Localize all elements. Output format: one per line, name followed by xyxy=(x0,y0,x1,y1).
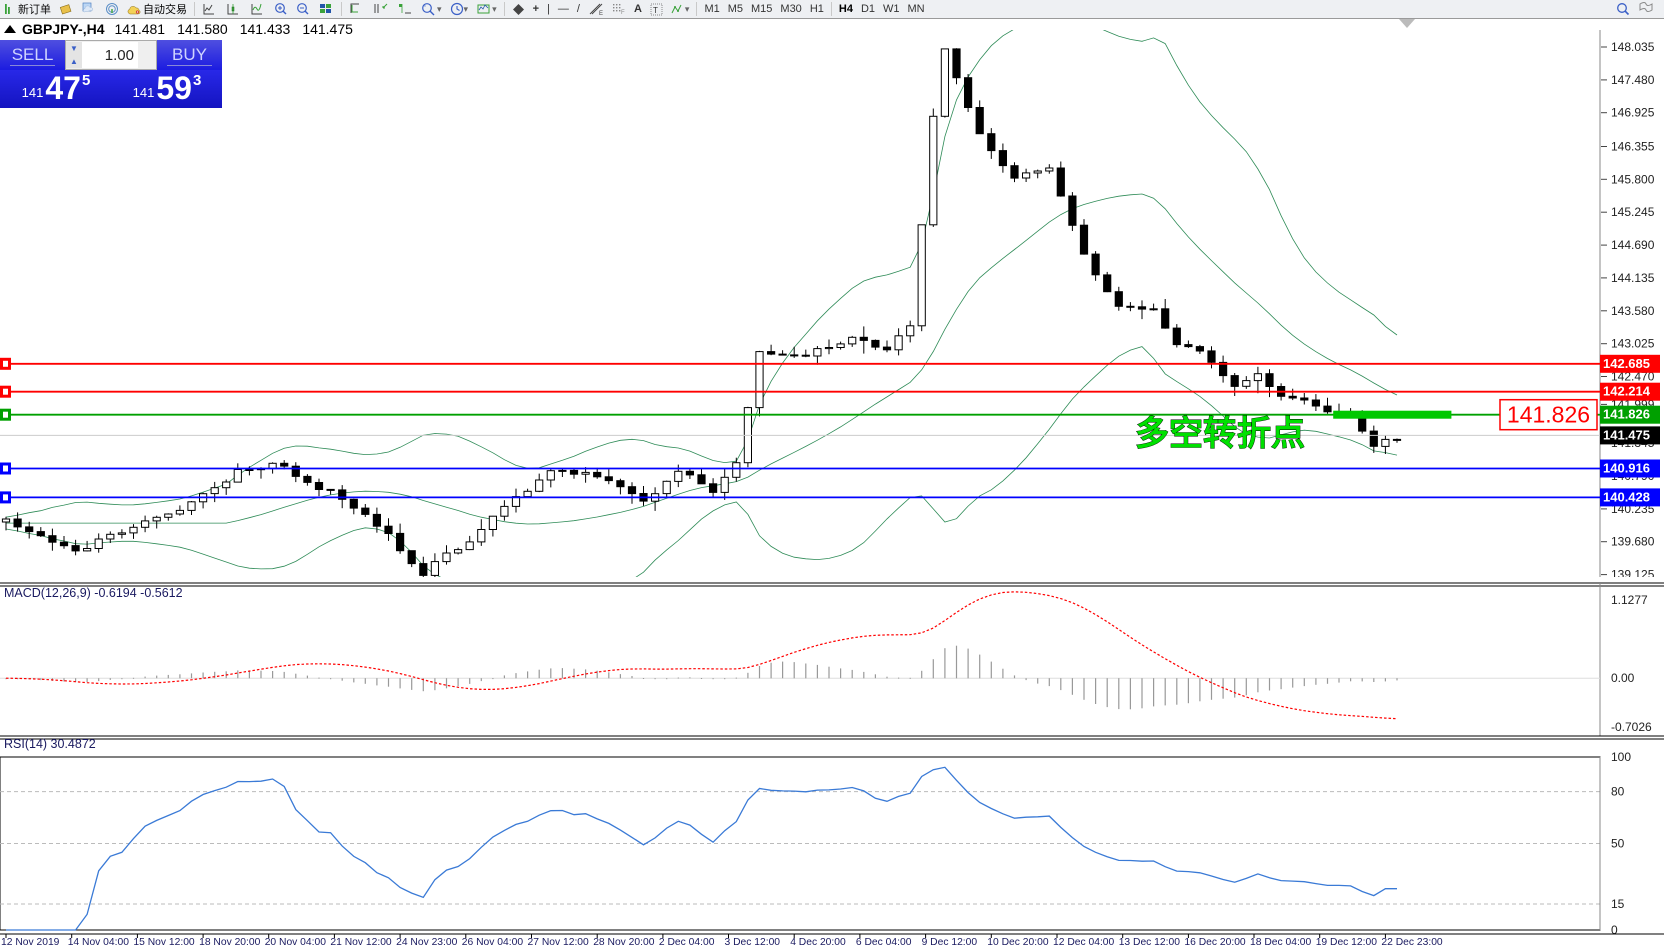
svg-text:145.245: 145.245 xyxy=(1611,205,1655,219)
svg-text:148.035: 148.035 xyxy=(1611,40,1655,54)
svg-text:0.00: 0.00 xyxy=(1611,671,1635,685)
svg-text:143.025: 143.025 xyxy=(1611,337,1655,351)
svg-text:22 Dec 23:00: 22 Dec 23:00 xyxy=(1381,937,1443,947)
svg-text:10 Dec 20:00: 10 Dec 20:00 xyxy=(987,937,1049,947)
svg-text:6 Dec 04:00: 6 Dec 04:00 xyxy=(856,937,912,947)
svg-text:144.690: 144.690 xyxy=(1611,238,1655,252)
svg-text:18 Dec 04:00: 18 Dec 04:00 xyxy=(1250,937,1312,947)
svg-text:80: 80 xyxy=(1611,785,1625,799)
svg-text:28 Nov 20:00: 28 Nov 20:00 xyxy=(593,937,655,947)
svg-text:16 Dec 20:00: 16 Dec 20:00 xyxy=(1184,937,1246,947)
svg-text:140.428: 140.428 xyxy=(1603,489,1650,504)
svg-text:12 Dec 04:00: 12 Dec 04:00 xyxy=(1053,937,1115,947)
svg-text:26 Nov 04:00: 26 Nov 04:00 xyxy=(462,937,524,947)
svg-text:143.580: 143.580 xyxy=(1611,304,1655,318)
svg-text:0: 0 xyxy=(1611,923,1618,937)
svg-text:2 Dec 04:00: 2 Dec 04:00 xyxy=(659,937,715,947)
svg-text:145.800: 145.800 xyxy=(1611,172,1655,186)
svg-text:4 Dec 20:00: 4 Dec 20:00 xyxy=(790,937,846,947)
svg-text:141.826: 141.826 xyxy=(1603,407,1650,422)
svg-text:139.125: 139.125 xyxy=(1611,568,1655,582)
svg-text:MACD(12,26,9) -0.6194 -0.5612: MACD(12,26,9) -0.6194 -0.5612 xyxy=(4,586,183,600)
svg-text:146.355: 146.355 xyxy=(1611,140,1655,154)
svg-text:-0.7026: -0.7026 xyxy=(1611,720,1652,734)
svg-text:146.925: 146.925 xyxy=(1611,106,1655,120)
svg-text:24 Nov 23:00: 24 Nov 23:00 xyxy=(396,937,458,947)
svg-text:20 Nov 04:00: 20 Nov 04:00 xyxy=(265,937,327,947)
svg-text:3 Dec 12:00: 3 Dec 12:00 xyxy=(725,937,781,947)
svg-text:19 Dec 12:00: 19 Dec 12:00 xyxy=(1316,937,1378,947)
svg-text:100: 100 xyxy=(1611,750,1631,764)
svg-text:27 Nov 12:00: 27 Nov 12:00 xyxy=(528,937,590,947)
svg-text:14 Nov 04:00: 14 Nov 04:00 xyxy=(68,937,130,947)
svg-text:139.680: 139.680 xyxy=(1611,535,1655,549)
svg-text:147.480: 147.480 xyxy=(1611,73,1655,87)
svg-text:18 Nov 20:00: 18 Nov 20:00 xyxy=(199,937,261,947)
svg-text:141.475: 141.475 xyxy=(1603,427,1650,442)
svg-text:142.685: 142.685 xyxy=(1603,356,1650,371)
svg-text:140.916: 140.916 xyxy=(1603,461,1650,476)
svg-text:50: 50 xyxy=(1611,837,1625,851)
svg-text:15 Nov 12:00: 15 Nov 12:00 xyxy=(133,937,195,947)
svg-text:多空转折点: 多空转折点 xyxy=(1135,415,1305,453)
svg-text:9 Dec 12:00: 9 Dec 12:00 xyxy=(922,937,978,947)
svg-text:144.135: 144.135 xyxy=(1611,271,1655,285)
svg-text:142.214: 142.214 xyxy=(1603,384,1651,399)
svg-text:RSI(14) 30.4872: RSI(14) 30.4872 xyxy=(4,737,96,751)
svg-text:21 Nov 12:00: 21 Nov 12:00 xyxy=(330,937,392,947)
svg-text:141.826: 141.826 xyxy=(1507,402,1590,428)
svg-text:12 Nov 2019: 12 Nov 2019 xyxy=(1,937,60,947)
svg-text:13 Dec 12:00: 13 Dec 12:00 xyxy=(1119,937,1181,947)
svg-text:15: 15 xyxy=(1611,897,1625,911)
svg-text:1.1277: 1.1277 xyxy=(1611,593,1648,607)
